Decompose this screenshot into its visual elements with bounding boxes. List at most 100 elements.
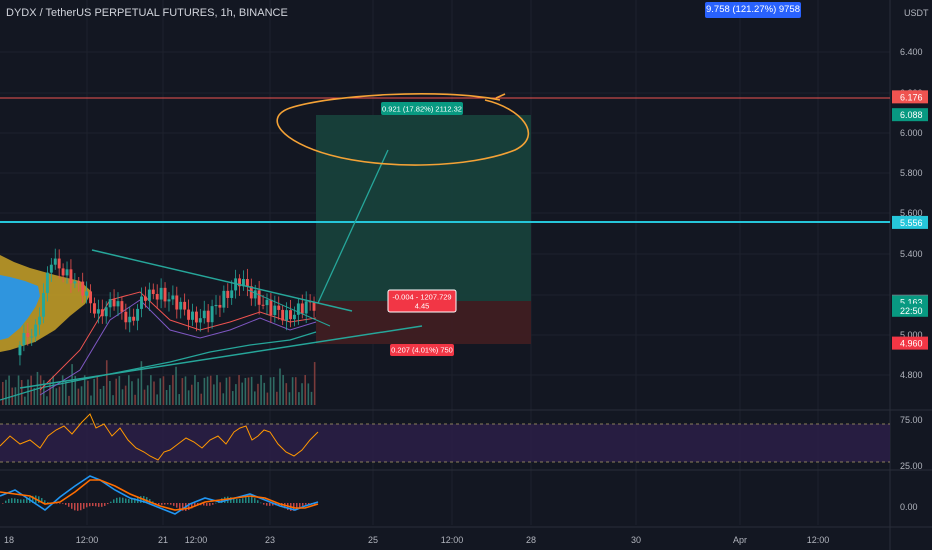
- volume-bar: [272, 377, 275, 405]
- stop-label[interactable]: 0.207 (4.01%) 750: [390, 344, 454, 356]
- volume-bar: [61, 375, 64, 405]
- price-label-text: 6.088: [900, 110, 923, 120]
- time-tick: 21: [158, 535, 168, 545]
- candle-body: [214, 304, 218, 307]
- volume-bar: [140, 361, 143, 405]
- macd-histogram-bar: [107, 503, 109, 505]
- candle-body: [96, 309, 100, 314]
- candle-body: [93, 303, 96, 314]
- volume-bar: [276, 391, 278, 405]
- price-label-text: 6.176: [900, 92, 923, 102]
- top-measure-badge[interactable]: 9.758 (121.27%) 9758: [705, 2, 801, 18]
- macd-histogram-bar: [59, 503, 61, 504]
- macd-histogram-bar: [92, 503, 94, 506]
- macd-histogram-bar: [5, 500, 7, 503]
- candle-body: [120, 301, 124, 312]
- candles: [18, 248, 316, 366]
- macd-histogram-bar: [305, 503, 307, 505]
- macd-histogram-bar: [188, 503, 190, 511]
- candle-body: [49, 264, 53, 273]
- candle-body: [238, 278, 241, 287]
- candle-body: [34, 324, 38, 337]
- time-tick: 12:00: [441, 535, 464, 545]
- wedge-line[interactable]: [247, 289, 331, 327]
- macd-histogram-bar: [23, 499, 25, 503]
- volume-bar: [159, 378, 162, 405]
- candle-body: [257, 290, 261, 305]
- macd-histogram-bar: [272, 503, 274, 506]
- volume-bar: [52, 375, 54, 405]
- chart-title[interactable]: DYDX / TetherUS PERPETUAL FUTURES, 1h, B…: [6, 7, 288, 19]
- candle-body: [269, 299, 273, 316]
- volume-bar: [304, 375, 306, 405]
- macd-histogram-bar: [230, 497, 232, 503]
- candle-body: [69, 269, 73, 284]
- macd-histogram-bar: [203, 503, 205, 506]
- volume-bar: [33, 387, 36, 405]
- macd-tick-0: 0.00: [900, 502, 918, 512]
- triangle-upper-trendline[interactable]: [91, 249, 353, 312]
- volume-bar: [55, 388, 58, 405]
- macd-histogram-bar: [182, 503, 184, 511]
- macd-histogram-bar: [86, 503, 88, 508]
- volume-bar: [231, 391, 234, 405]
- macd-histogram-bar: [140, 496, 142, 503]
- volume-bar: [90, 395, 92, 405]
- volume-bar: [131, 381, 133, 405]
- price-label-box: [892, 303, 928, 317]
- macd-histogram-bar: [155, 503, 157, 504]
- volume-bar: [282, 375, 284, 405]
- candle-body: [226, 290, 230, 298]
- macd-histogram-bar: [17, 499, 19, 503]
- target-label[interactable]: 0.921 (17.82%) 2112.32: [381, 102, 463, 115]
- candle-body: [273, 305, 277, 316]
- volume-bar: [175, 366, 177, 405]
- volume-bar: [187, 390, 190, 405]
- volume-bar: [269, 377, 272, 405]
- candle-body: [163, 287, 167, 302]
- volume-bar: [313, 362, 316, 405]
- macd-histogram-bar: [248, 496, 250, 503]
- price-label-text: 5.163: [900, 297, 923, 307]
- candle-body: [159, 287, 163, 300]
- candle-body: [140, 296, 143, 309]
- macd-histogram-bar: [314, 503, 316, 505]
- candle-body: [65, 269, 69, 276]
- volume-bar: [254, 391, 256, 405]
- volume-bar: [87, 380, 89, 405]
- candle-body: [183, 301, 187, 310]
- macd-histogram-bar: [266, 503, 268, 506]
- macd-histogram-bar: [8, 498, 10, 503]
- candle-body: [198, 318, 202, 323]
- candle-body: [81, 281, 85, 296]
- candle-body: [77, 281, 81, 283]
- projection-arrow[interactable]: [317, 149, 389, 304]
- macd-histogram-bar: [134, 498, 136, 503]
- candle-body: [300, 303, 304, 314]
- price-label-text: 22:50: [900, 306, 923, 316]
- volume-bar: [209, 375, 212, 405]
- entry-label[interactable]: -0.004 - 1207.729 4.45: [387, 289, 457, 313]
- triangle-lower-trendline[interactable]: [19, 325, 423, 389]
- candle-body: [179, 301, 183, 310]
- macd-histogram-bar: [308, 503, 310, 505]
- volume-bar: [219, 382, 221, 405]
- macd-histogram-bar: [206, 503, 208, 506]
- volume-bar: [184, 376, 187, 405]
- macd-histogram-bar: [62, 503, 64, 504]
- volume-bar: [5, 379, 7, 405]
- volume-bar: [93, 378, 95, 405]
- indicator-axis[interactable]: 75.00 25.00 0.00: [900, 415, 923, 512]
- price-tick: 4.800: [900, 370, 923, 380]
- candle-body: [187, 309, 191, 320]
- candle-body: [281, 309, 285, 321]
- volume-bar: [291, 377, 294, 405]
- target-highlight-ellipse[interactable]: [276, 93, 529, 166]
- rsi-line: [0, 413, 319, 461]
- macd-histogram-bar: [236, 498, 238, 503]
- macd-histogram-bar: [74, 503, 76, 511]
- time-axis[interactable]: 18 12:00 21 12:00 23 25 12:00 28 30 Apr …: [4, 535, 829, 545]
- profit-zone[interactable]: [316, 115, 531, 301]
- candle-body: [191, 311, 194, 320]
